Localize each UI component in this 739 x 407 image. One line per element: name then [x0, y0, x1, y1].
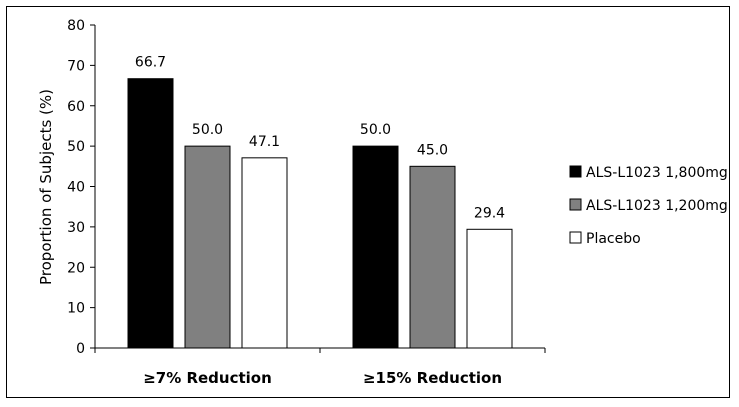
y-tick-label: 0: [76, 341, 85, 357]
y-tick-label: 40: [67, 180, 85, 196]
legend-swatch: [569, 231, 582, 244]
legend-swatch: [569, 198, 582, 211]
y-tick-label: 30: [67, 220, 85, 236]
y-tick-label: 10: [67, 301, 85, 317]
data-label: 47.1: [249, 134, 280, 150]
data-label: 50.0: [360, 122, 391, 138]
y-tick-label: 60: [67, 99, 85, 115]
data-label: 50.0: [192, 122, 223, 138]
bar: [352, 145, 399, 349]
x-category-label: ≥7% Reduction: [143, 369, 272, 387]
legend-swatch: [569, 165, 582, 178]
bar: [127, 78, 174, 349]
x-category-label: ≥15% Reduction: [363, 369, 502, 387]
data-label: 29.4: [474, 205, 505, 221]
bar: [184, 145, 231, 349]
y-tick-label: 80: [67, 18, 85, 34]
y-tick-label: 50: [67, 139, 85, 155]
data-label: 45.0: [417, 142, 448, 158]
legend-label: ALS-L1023 1,800mg: [586, 165, 728, 181]
bar: [409, 165, 456, 349]
legend-label: ALS-L1023 1,200mg: [586, 198, 728, 214]
y-tick-label: 20: [67, 260, 85, 276]
bar: [241, 157, 288, 349]
y-tick-label: 70: [67, 58, 85, 74]
data-label: 66.7: [135, 55, 166, 71]
legend-label: Placebo: [586, 231, 641, 247]
bar: [466, 228, 513, 349]
y-axis-label: Proportion of Subjects (%): [37, 89, 55, 285]
